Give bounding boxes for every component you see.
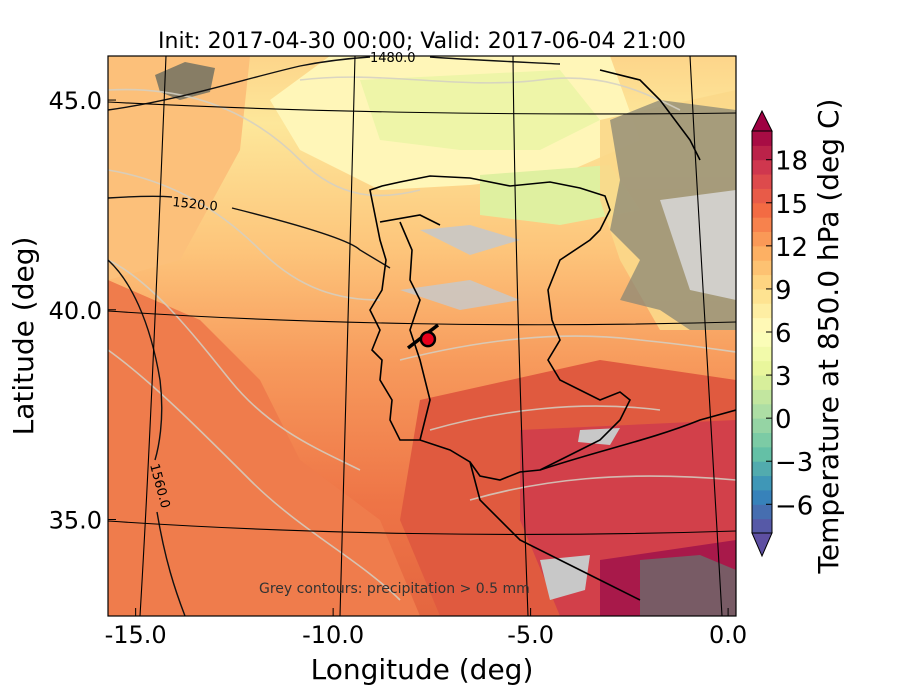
colorbar-band <box>752 489 772 505</box>
geopotential-contours <box>108 56 561 616</box>
colorbar-band <box>752 245 772 261</box>
temperature-contours <box>108 76 736 601</box>
coastline <box>369 69 736 601</box>
colorbar-ticks: 18 15 12 9 6 3 0 −3 −6 <box>766 147 813 521</box>
precipitation-note: Grey contours: precipitation > 0.5 mm <box>259 581 530 597</box>
colorbar-band <box>752 346 772 362</box>
colorbar-band <box>752 174 772 189</box>
y-tick-label: 45.0 <box>49 87 102 115</box>
plot-frame <box>107 55 737 617</box>
y-tick-label: 35.0 <box>49 507 102 535</box>
colorbar-band <box>752 518 772 533</box>
colorbar-band <box>752 303 772 319</box>
colorbar-band <box>752 360 772 376</box>
colorbar-band <box>752 389 772 405</box>
x-axis-ticks: -15.0 -10.0 -5.0 0.0 <box>105 608 747 649</box>
colorbar-tick-label: 6 <box>775 319 792 349</box>
colorbar-band <box>752 131 772 146</box>
colorbar-band <box>752 504 772 520</box>
colorbar-tick-label: 12 <box>775 233 808 263</box>
y-tick-label: 40.0 <box>49 297 102 325</box>
colorbar-tick-label: 0 <box>775 405 792 435</box>
colorbar-tick-label: −6 <box>775 491 813 521</box>
colorbar-band <box>752 188 772 204</box>
chart-title: Init: 2017-04-30 00:00; Valid: 2017-06-0… <box>158 29 686 54</box>
colorbar-band <box>752 432 772 448</box>
colorbar-band <box>752 159 772 175</box>
colorbar-band <box>752 317 772 333</box>
graticule <box>108 56 736 616</box>
colorbar-band <box>752 446 772 462</box>
colorbar-band <box>752 260 772 276</box>
x-axis-label: Longitude (deg) <box>311 653 534 686</box>
colorbar-band <box>752 332 772 347</box>
y-axis-label: Latitude (deg) <box>7 237 40 436</box>
colorbar-band <box>752 475 772 491</box>
colorbar-tick-label: −3 <box>775 448 813 478</box>
x-tick-label: 0.0 <box>709 621 747 649</box>
colorbar-bands <box>752 131 772 533</box>
x-tick-label: -5.0 <box>507 621 554 649</box>
y-axis-ticks: 45.0 40.0 35.0 <box>49 87 116 535</box>
colorbar-band <box>752 274 772 290</box>
colorbar-label: Temperature at 850.0 hPa (deg C) <box>812 99 845 575</box>
colorbar-band <box>752 461 772 477</box>
colorbar-band <box>752 418 772 433</box>
contour-label-1480: 1480.0 <box>370 51 416 66</box>
colorbar-tick-label: 18 <box>775 147 808 177</box>
colorbar-band <box>752 375 772 390</box>
colorbar-band <box>752 403 772 419</box>
colorbar-band <box>752 145 772 161</box>
location-marker <box>419 330 437 348</box>
precipitation-contours <box>155 62 736 616</box>
x-tick-label: -10.0 <box>302 621 364 649</box>
colorbar-band <box>752 231 772 247</box>
colorbar-band <box>752 202 772 218</box>
x-tick-label: -15.0 <box>105 621 167 649</box>
colorbar-tick-label: 15 <box>775 190 808 220</box>
colorbar-tick-label: 9 <box>775 276 792 306</box>
colorbar-band <box>752 288 772 304</box>
contour-label-1520: 1520.0 <box>172 195 219 215</box>
colorbar-max-arrow <box>751 109 773 132</box>
colorbar-tick-label: 3 <box>775 362 792 392</box>
colorbar: 18 15 12 9 6 3 0 −3 −6 <box>751 109 813 558</box>
colorbar-min-arrow <box>751 532 773 558</box>
colorbar-band <box>752 217 772 232</box>
